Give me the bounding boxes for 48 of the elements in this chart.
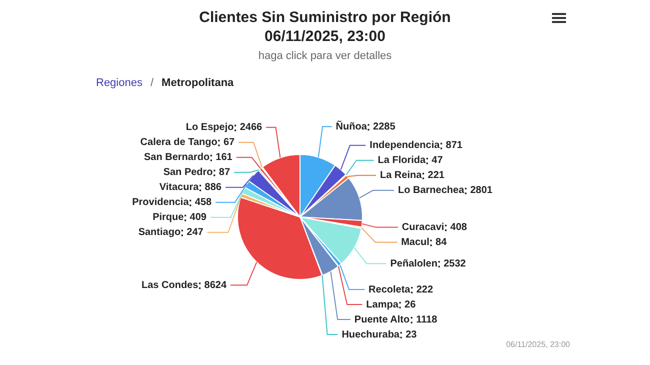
data-label: 247 xyxy=(186,227,204,238)
data-label: 886 xyxy=(204,182,222,194)
text: 06/11/2025, 23:00 xyxy=(506,340,570,349)
chart-subtitle: haga click para ver detalles xyxy=(257,50,393,62)
data-label: 161 xyxy=(216,152,233,164)
data-label: 87 xyxy=(218,167,230,178)
slice-label: La Reina xyxy=(380,170,422,182)
data-label: 8624 xyxy=(204,280,227,291)
slice-label: Pirque xyxy=(152,212,184,224)
data-label: 871 xyxy=(446,140,463,152)
data-label: 84 xyxy=(436,237,448,248)
slice-label: San Bernardo xyxy=(144,152,210,164)
data-label: 1118 xyxy=(416,314,438,326)
slice-label: Vitacura xyxy=(159,182,200,194)
data-label: 458 xyxy=(194,197,212,208)
slice-label: La Florida xyxy=(378,155,426,166)
data-label: 409 xyxy=(190,212,207,224)
slice-label: Santiago xyxy=(138,227,181,238)
text: Regiones xyxy=(96,77,142,89)
data-label: 2801 xyxy=(470,185,493,196)
slice-label: Lo Barnechea xyxy=(398,185,465,196)
data-label: 2466 xyxy=(240,122,263,134)
data-label: 67 xyxy=(223,137,236,148)
slice-label: Lo Espejo xyxy=(186,122,234,134)
data-label: 47 xyxy=(432,155,444,166)
slice-label: Lampa xyxy=(366,299,399,310)
data-label: 2285 xyxy=(373,121,396,132)
slice-label: Puente Alto xyxy=(354,314,410,326)
data-label: 221 xyxy=(428,170,445,182)
data-label: 2532 xyxy=(444,258,466,270)
slice-label: Recoleta xyxy=(368,284,411,296)
text: Metropolitana xyxy=(162,77,234,89)
slice-label: Huechuraba xyxy=(342,329,400,340)
slice-label: Providencia xyxy=(132,197,190,208)
slice-label: Las Condes xyxy=(142,280,199,291)
slice-label: Macul xyxy=(401,237,430,248)
text: / xyxy=(150,77,154,89)
chart-title: Clientes Sin Suministro por Región 06/11/2025, 23:00 xyxy=(198,8,452,46)
slice-label: Calera de Tango xyxy=(140,137,218,148)
slice-label: Curacavi xyxy=(402,222,444,234)
slice-label: Peñalolen xyxy=(390,258,438,270)
slice-label: Independencia xyxy=(370,140,440,152)
data-label: 26 xyxy=(404,299,416,310)
slice-label: Ñuñoa xyxy=(336,120,368,132)
data-label: 408 xyxy=(450,222,468,234)
data-label: 23 xyxy=(406,329,418,340)
slice-label: San Pedro xyxy=(163,167,213,178)
data-label: 222 xyxy=(416,284,434,296)
